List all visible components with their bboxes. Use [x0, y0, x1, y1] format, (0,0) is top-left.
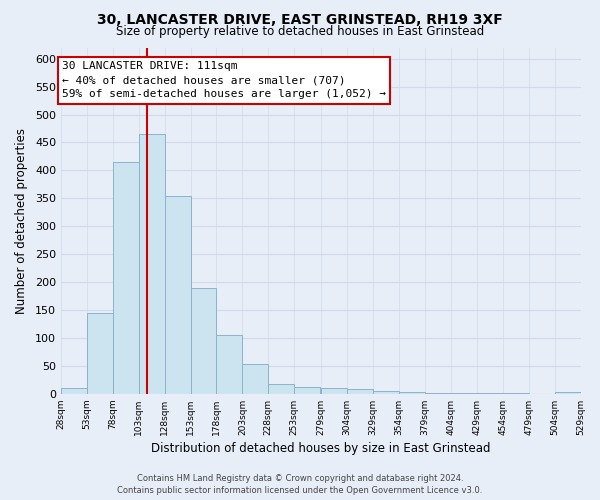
- Text: Contains HM Land Registry data © Crown copyright and database right 2024.
Contai: Contains HM Land Registry data © Crown c…: [118, 474, 482, 495]
- Bar: [347, 390, 373, 394]
- Bar: [191, 288, 217, 394]
- X-axis label: Distribution of detached houses by size in East Grinstead: Distribution of detached houses by size …: [151, 442, 490, 455]
- Bar: [217, 335, 242, 394]
- Bar: [321, 388, 347, 394]
- Bar: [87, 313, 113, 394]
- Bar: [399, 392, 425, 394]
- Bar: [425, 392, 451, 394]
- Y-axis label: Number of detached properties: Number of detached properties: [15, 128, 28, 314]
- Bar: [164, 196, 191, 394]
- Bar: [61, 388, 87, 394]
- Bar: [113, 162, 139, 394]
- Text: 30 LANCASTER DRIVE: 111sqm
← 40% of detached houses are smaller (707)
59% of sem: 30 LANCASTER DRIVE: 111sqm ← 40% of deta…: [62, 62, 386, 100]
- Bar: [373, 391, 399, 394]
- Text: Size of property relative to detached houses in East Grinstead: Size of property relative to detached ho…: [116, 25, 484, 38]
- Bar: [554, 392, 581, 394]
- Bar: [139, 134, 164, 394]
- Bar: [294, 386, 320, 394]
- Text: 30, LANCASTER DRIVE, EAST GRINSTEAD, RH19 3XF: 30, LANCASTER DRIVE, EAST GRINSTEAD, RH1…: [97, 12, 503, 26]
- Bar: [242, 364, 268, 394]
- Bar: [268, 384, 294, 394]
